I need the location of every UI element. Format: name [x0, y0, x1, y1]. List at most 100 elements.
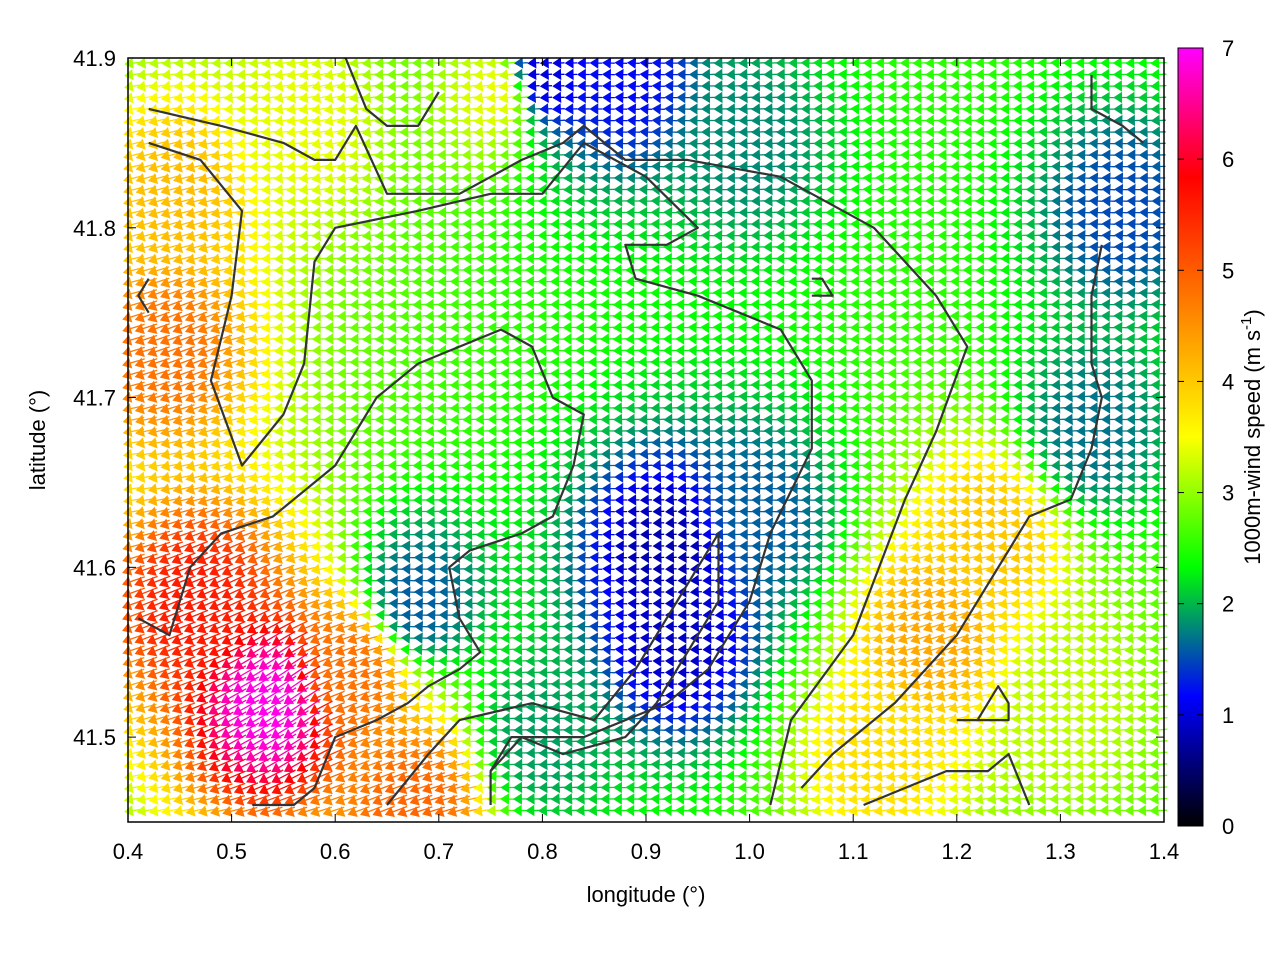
- wind-arrow: [701, 103, 716, 115]
- wind-arrow: [1126, 195, 1141, 207]
- wind-arrow: [538, 712, 554, 725]
- wind-arrow: [563, 172, 579, 184]
- wind-arrow: [413, 574, 428, 587]
- wind-arrow: [626, 137, 641, 150]
- wind-arrow: [801, 551, 816, 564]
- wind-arrow: [1113, 172, 1128, 184]
- wind-arrow: [1101, 229, 1116, 242]
- wind-arrow: [563, 620, 579, 633]
- wind-arrow: [663, 172, 679, 184]
- wind-arrow: [652, 517, 665, 529]
- wind-arrow: [639, 137, 653, 150]
- wind-arrow: [589, 528, 603, 541]
- wind-arrow: [701, 425, 716, 437]
- wind-arrow: [1063, 195, 1078, 207]
- wind-arrow: [613, 701, 629, 713]
- wind-arrow: [1063, 402, 1079, 414]
- wind-arrow: [801, 471, 816, 483]
- wind-arrow: [1138, 137, 1154, 150]
- wind-arrow: [626, 80, 640, 92]
- wind-arrow: [726, 103, 741, 115]
- wind-arrow: [738, 425, 754, 437]
- wind-arrow: [1051, 218, 1066, 230]
- wind-arrow: [713, 448, 729, 460]
- wind-arrow: [614, 586, 628, 598]
- wind-arrow: [1150, 367, 1167, 380]
- wind-arrow: [702, 597, 715, 610]
- wind-arrow: [172, 299, 195, 312]
- wind-arrow: [463, 563, 479, 575]
- wind-arrow: [726, 586, 741, 598]
- wind-arrow: [1113, 367, 1129, 380]
- wind-arrow: [651, 413, 666, 426]
- wind-arrow: [426, 551, 441, 564]
- wind-arrow: [638, 425, 654, 437]
- wind-arrow: [626, 689, 641, 702]
- wind-arrow: [738, 137, 754, 150]
- wind-arrow: [751, 160, 766, 173]
- wind-arrow: [413, 609, 428, 621]
- wind-arrow: [701, 68, 716, 81]
- wind-arrow: [664, 91, 678, 104]
- wind-arrow: [627, 482, 640, 495]
- wind-arrow: [663, 425, 679, 437]
- wind-arrow: [763, 505, 778, 518]
- wind-arrow: [651, 57, 665, 69]
- wind-arrow: [763, 114, 779, 127]
- wind-arrow: [1050, 471, 1067, 483]
- wind-arrow: [639, 494, 652, 506]
- wind-arrow: [626, 448, 641, 460]
- wind-arrow: [788, 574, 804, 587]
- wind-arrow: [1101, 183, 1116, 196]
- wind-arrow: [665, 517, 677, 529]
- wind-arrow: [451, 563, 466, 575]
- wind-arrow: [625, 425, 641, 437]
- wind-arrow: [1126, 367, 1141, 380]
- wind-arrow: [1025, 390, 1042, 403]
- wind-arrow: [751, 632, 766, 644]
- wind-arrow: [614, 126, 628, 138]
- wind-arrow: [677, 597, 690, 610]
- wind-arrow: [575, 471, 591, 483]
- wind-arrow: [726, 448, 741, 460]
- wind-arrow: [613, 724, 629, 736]
- wind-arrow: [589, 551, 603, 564]
- wind-arrow: [184, 322, 208, 335]
- wind-arrow: [1038, 183, 1054, 196]
- wind-arrow: [614, 609, 628, 621]
- wind-arrow: [1076, 425, 1091, 437]
- wind-arrow: [652, 597, 665, 610]
- wind-arrow: [1076, 126, 1091, 138]
- wind-arrow: [550, 551, 566, 564]
- wind-arrow: [702, 563, 715, 575]
- wind-arrow: [1126, 287, 1141, 299]
- wind-arrow: [725, 68, 741, 81]
- wind-arrow: [1150, 413, 1166, 426]
- wind-arrow: [1038, 172, 1054, 184]
- wind-arrow: [401, 609, 416, 621]
- wind-arrow: [1050, 356, 1066, 368]
- wind-arrow: [1150, 436, 1166, 449]
- wind-arrow: [689, 597, 702, 610]
- wind-arrow: [1063, 459, 1079, 472]
- wind-arrow: [134, 323, 158, 335]
- wind-arrow: [714, 494, 728, 506]
- wind-arrow: [726, 505, 741, 518]
- wind-arrow: [651, 114, 666, 127]
- wind-arrow: [1076, 137, 1091, 150]
- wind-arrow: [651, 80, 665, 92]
- wind-arrow: [738, 471, 753, 483]
- wind-arrow: [714, 689, 728, 702]
- wind-arrow: [726, 551, 741, 564]
- wind-arrow: [1051, 149, 1066, 161]
- wind-arrow: [601, 666, 616, 679]
- wind-arrow: [627, 517, 640, 529]
- wind-arrow: [664, 80, 678, 92]
- wind-arrow: [388, 597, 404, 610]
- wind-arrow: [1150, 344, 1167, 357]
- wind-arrow: [1088, 471, 1104, 483]
- wind-arrow: [788, 505, 803, 518]
- wind-arrow: [614, 655, 628, 667]
- wind-arrow: [527, 57, 540, 69]
- wind-arrow: [688, 103, 704, 115]
